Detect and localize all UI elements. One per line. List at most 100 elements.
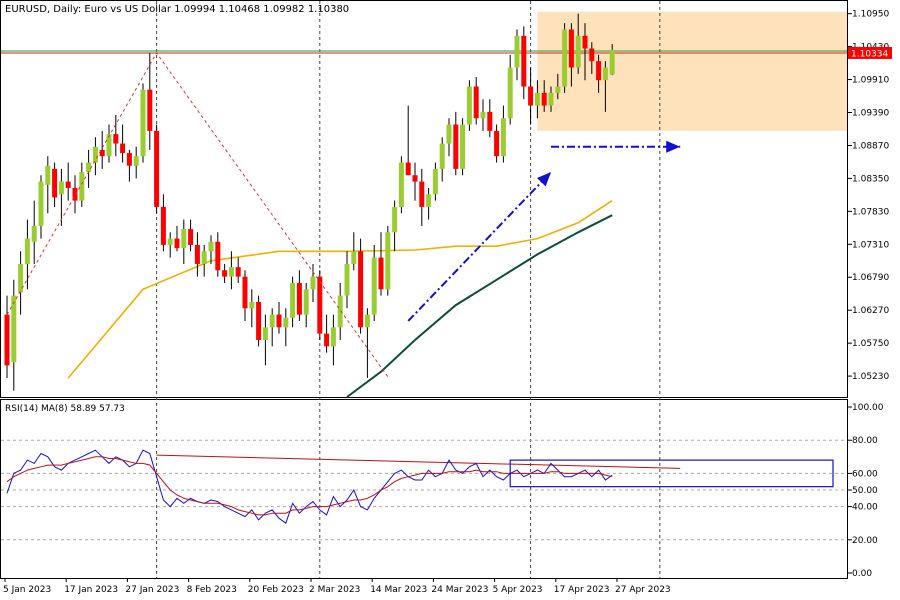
candle-body [215, 241, 221, 271]
candle-body [249, 301, 255, 309]
candle-body [507, 67, 513, 119]
rsi-tick-label: 100.00 [852, 403, 884, 413]
current-price-label: 1.10334 [851, 49, 888, 59]
price-tick-label: 1.06790 [852, 273, 889, 283]
candle-body [45, 165, 51, 185]
date-tick-label: 14 Mar 2023 [370, 585, 427, 595]
candle-body [480, 111, 486, 119]
candle-body [235, 267, 241, 277]
candle-body [133, 156, 139, 166]
candle-body [453, 124, 459, 169]
rsi-tick-label: 80.00 [852, 436, 878, 446]
rsi-tick-label: 20.00 [852, 536, 878, 546]
candle-body [126, 153, 132, 166]
price-tick-label: 1.05750 [852, 339, 889, 349]
candle-body [562, 29, 568, 87]
horizontal-line-layer [1, 50, 847, 54]
candle-body [154, 130, 160, 207]
candle-body [181, 229, 187, 249]
candle-body [405, 162, 411, 176]
candle-body [385, 232, 391, 290]
rsi-trend-line [156, 454, 681, 469]
grid-layer [1, 1, 847, 578]
blue-arrow-up-head [536, 172, 551, 187]
candle-body [290, 282, 296, 318]
candle-body [392, 206, 398, 233]
rsi-panel-frame [0, 399, 848, 579]
candle-body [548, 92, 554, 106]
price-tick-label: 1.08350 [852, 174, 889, 184]
candle-body [188, 229, 194, 245]
candle-body [79, 172, 85, 201]
candle-body [473, 86, 479, 119]
resistance-zone [537, 11, 847, 131]
candle-body [602, 67, 608, 81]
candle-body [86, 162, 92, 173]
candle-body [31, 225, 37, 242]
candle-body [242, 276, 248, 309]
date-tick-label: 17 Apr 2023 [554, 585, 610, 595]
candle-body [521, 35, 527, 87]
candlestick-layer [4, 13, 615, 391]
sma-dark-green-line [346, 214, 613, 398]
rsi-layer [6, 449, 834, 525]
rsi-tick-label: 60.00 [852, 469, 878, 479]
candle-body [568, 29, 574, 68]
candle-body [378, 257, 384, 290]
candle-body [528, 86, 534, 106]
rsi-tick-label: 40.00 [852, 503, 878, 513]
candle-body [398, 162, 404, 207]
candle-body [419, 181, 425, 207]
current-price-tag [848, 46, 892, 59]
candle-body [160, 206, 166, 245]
chart-header: EURUSD, Daily: Euro vs US Dollar 1.09994… [5, 4, 349, 15]
date-tick-label: 17 Jan 2023 [64, 585, 118, 595]
candle-body [303, 289, 309, 315]
candle-body [283, 317, 289, 328]
price-tick-label: 1.05230 [852, 372, 889, 382]
sma-yellow-line [67, 199, 613, 379]
date-tick-label: 5 Apr 2023 [493, 585, 543, 595]
candle-body [222, 270, 228, 277]
candle-body [38, 181, 44, 226]
candle-body [18, 263, 24, 293]
moving-average-layer [67, 199, 613, 398]
candle-body [344, 263, 350, 296]
candle-body [575, 35, 581, 68]
candle-body [167, 238, 173, 245]
axis-layer: 1.109501.104301.099101.093901.088701.083… [3, 10, 892, 595]
candle-body [4, 314, 10, 366]
candle-body [140, 89, 146, 157]
price-tick-label: 1.08870 [852, 141, 889, 151]
price-tick-label: 1.06270 [852, 306, 889, 316]
candle-body [330, 327, 336, 347]
rsi-line [6, 449, 613, 525]
candle-body [358, 251, 364, 328]
candle-body [208, 241, 214, 252]
price-tick-label: 1.07830 [852, 207, 889, 217]
candle-body [589, 48, 595, 62]
price-tick-label: 1.09390 [852, 109, 889, 119]
candle-body [364, 314, 370, 328]
candle-body [269, 314, 275, 328]
candle-body [65, 181, 71, 188]
candle-body [541, 92, 547, 106]
candle-body [371, 257, 377, 315]
rsi-header: RSI(14) MA(8) 58.89 57.73 [5, 404, 125, 414]
candle-body [432, 168, 438, 195]
candle-body [92, 146, 98, 163]
rsi-ma-line [6, 456, 613, 516]
price-tick-label: 1.07310 [852, 240, 889, 250]
candle-body [446, 124, 452, 144]
date-tick-label: 24 Mar 2023 [431, 585, 488, 595]
blue-arrow-up-line [407, 171, 552, 322]
candle-body [120, 143, 126, 154]
candle-body [113, 134, 119, 144]
candle-body [24, 238, 30, 264]
dashed-zigzag-line [6, 52, 389, 377]
candle-body [194, 244, 200, 264]
candle-body [487, 111, 493, 131]
candle-body [201, 251, 207, 264]
candle-body [466, 86, 472, 125]
